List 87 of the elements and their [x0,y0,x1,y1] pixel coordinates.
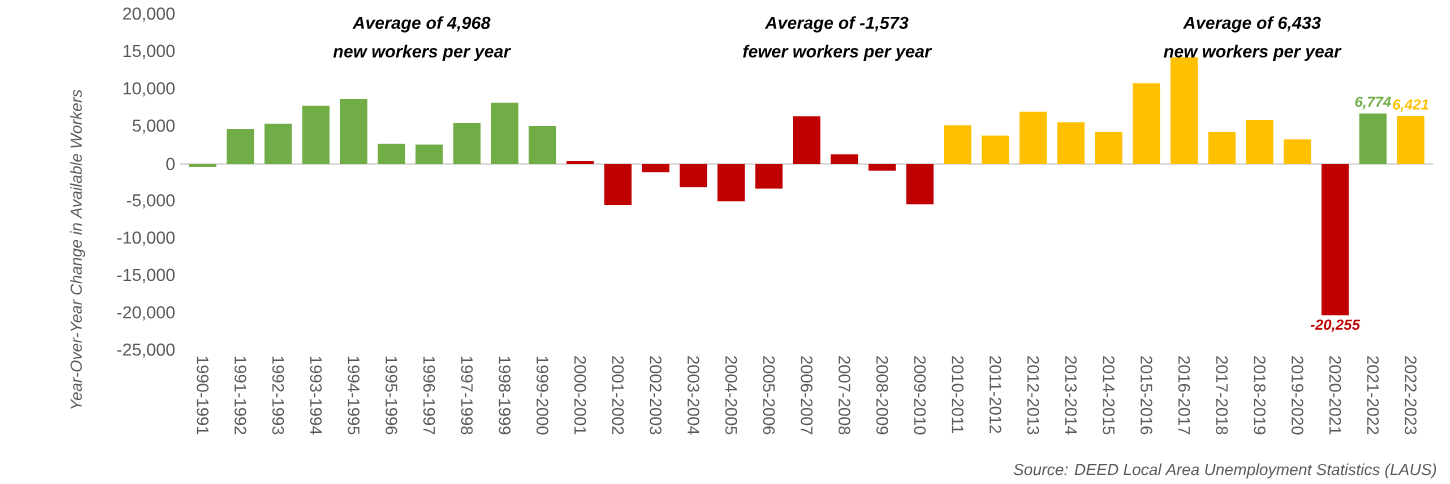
bar [679,163,708,188]
bar [340,99,368,164]
data-label: -20,255 [1310,319,1361,333]
annotation: Average of -1,573 [764,16,909,33]
bar [226,128,255,164]
bar [830,154,859,164]
bar [1057,122,1085,164]
x-tick-label: 2016-2017 [1178,356,1191,435]
y-tick-label: 15,000 [123,44,175,60]
annotation: new workers per year [333,44,512,61]
data-label: 6,774 [1355,96,1392,110]
bar [1397,116,1425,164]
x-tick-label: 1993-1994 [310,356,322,435]
x-tick-label: 1994-1995 [347,356,360,435]
bar [981,135,1010,164]
x-tick-label: 1995-1996 [385,356,398,435]
x-tick-label: 2015-2016 [1140,356,1153,435]
x-tick-label: 2013-2014 [1065,356,1077,435]
x-tick-label: 2000-2001 [574,356,587,435]
bar [1170,57,1198,164]
x-tick-label: 1992-1993 [272,356,285,435]
x-tick-label: 2008-2009 [876,356,889,435]
bar [944,125,972,164]
y-tick-label: 10,000 [123,82,175,97]
annotation: fewer workers per year [743,44,933,61]
annotation: Average of 4,968 [352,16,491,33]
y-tick-label: -25,000 [117,343,175,358]
x-tick-label: 2006-2007 [800,356,813,435]
y-axis-title: Year-Over-Year Change in Available Workers [70,89,86,409]
x-tick-label: 2007-2008 [838,356,851,435]
x-tick-label: 1998-1999 [498,356,511,435]
bar [1019,111,1047,164]
x-tick-label: 2001-2002 [612,356,624,435]
x-tick-label: 2009-2010 [914,356,926,435]
bar [491,102,519,164]
annotation: Average of 6,433 [1182,16,1321,33]
bar [604,163,632,206]
x-tick-label: 1999-2000 [536,356,549,435]
x-tick-label: 2011-2012 [989,356,1002,433]
bar [1095,131,1123,164]
y-tick-label: 20,000 [123,7,175,22]
x-tick-label: 2017-2018 [1216,356,1228,435]
bar [717,163,745,202]
bar [793,116,821,164]
x-tick-label: 2022-2023 [1404,356,1417,435]
bar [302,105,330,164]
x-tick-label: 1991-1992 [234,356,247,435]
bar [453,122,481,164]
y-tick-label: 0 [166,157,175,171]
x-tick-label: 2021-2022 [1367,356,1379,435]
y-tick-label: -15,000 [117,268,175,284]
x-tick-label: 2014-2015 [1102,356,1115,435]
bar [1283,139,1312,164]
x-tick-label: 2005-2006 [763,356,775,435]
x-tick-label: 2004-2005 [725,356,738,435]
bar [415,144,443,164]
bar [1132,83,1161,164]
bar [868,163,896,171]
x-tick-label: 2002-2003 [649,356,662,435]
x-tick-label: 1997-1998 [461,356,473,435]
bar [1246,119,1274,164]
bar [1208,131,1236,164]
bar [755,163,783,189]
bar [264,123,292,164]
bar [566,161,594,164]
x-tick-label: 1990-1991 [196,356,209,435]
y-tick-label: 5,000 [132,119,175,134]
bar [906,163,934,205]
x-tick-label: 2003-2004 [687,356,700,435]
x-tick-label: 2018-2019 [1253,356,1266,435]
bar [642,163,670,173]
x-tick-label: 2020-2021 [1329,356,1342,435]
x-tick-label: 2012-2013 [1027,356,1040,435]
bar [528,125,557,164]
source-note: Source: DEED Local Area Unemployment Statistics (LAUS) [1013,463,1437,479]
bar [1321,163,1349,316]
data-label: 6,421 [1393,99,1429,112]
y-tick-label: -5,000 [126,194,175,209]
x-tick-label: 2019-2020 [1291,356,1304,435]
bar [377,143,406,164]
bar [1359,113,1387,164]
x-tick-label: 1996-1997 [423,356,436,435]
y-tick-label: -10,000 [117,231,175,246]
x-tick-label: 2010-2011 [951,356,964,433]
annotation: new workers per year [1163,44,1342,61]
y-tick-label: -20,000 [117,306,175,321]
bar [188,163,217,167]
